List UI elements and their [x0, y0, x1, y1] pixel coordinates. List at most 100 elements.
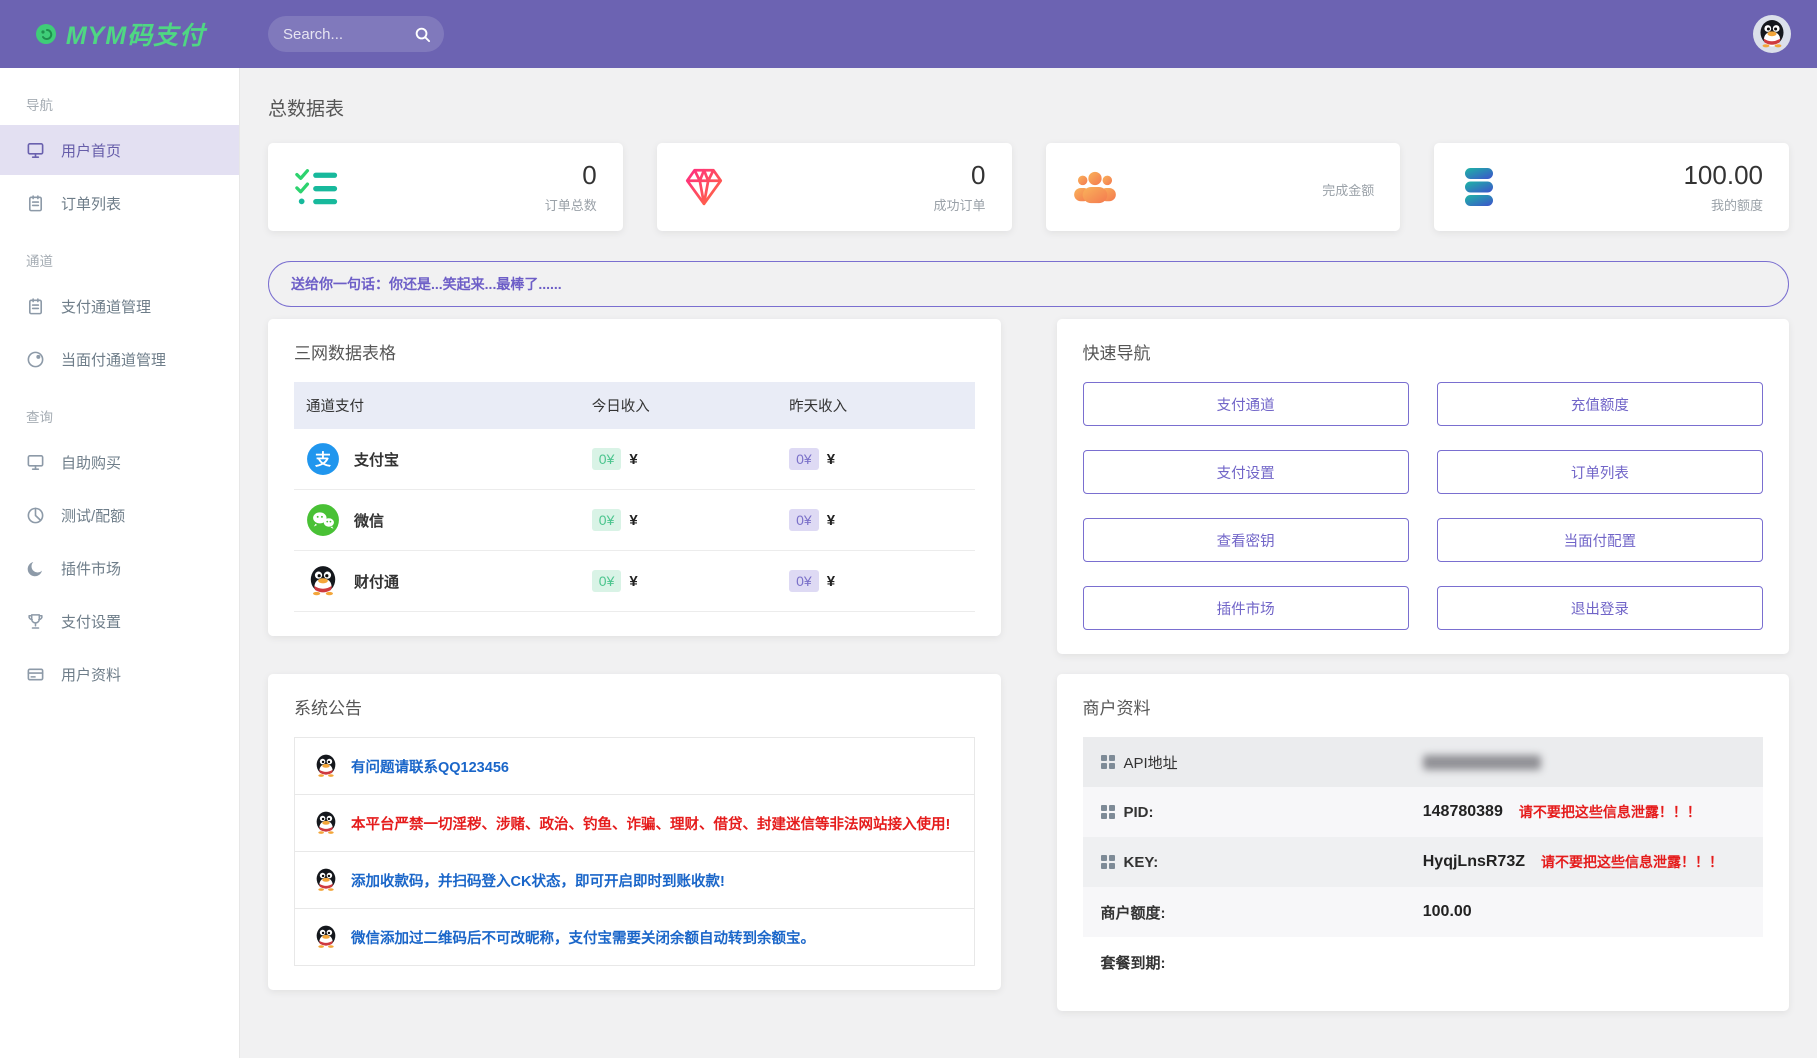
pie-chart-icon: [27, 507, 44, 523]
merchant-label: 套餐到期:: [1100, 954, 1166, 972]
sidebar-item-label: 支付设置: [61, 613, 122, 631]
quick-nav-f2f-config-button[interactable]: 当面付配置: [1436, 518, 1763, 562]
currency-symbol: ¥: [629, 451, 638, 468]
channel-name: 财付通: [354, 573, 400, 591]
stat-card-success-orders: 0 成功订单: [656, 143, 1012, 231]
sidebar-item-user-profile[interactable]: 用户资料: [0, 649, 239, 699]
announcement-list: 有问题请联系QQ123456 本平台严禁一切淫秽、涉赌、政治、钓鱼、诈骗、理财、…: [294, 737, 975, 966]
merchant-label: PID:: [1123, 803, 1154, 821]
search-box[interactable]: [268, 16, 444, 52]
yesterday-income-badge: 0¥: [789, 509, 819, 531]
stat-label: 完成金额: [1322, 182, 1375, 198]
quick-nav-pay-settings-button[interactable]: 支付设置: [1082, 450, 1409, 494]
sidebar-item-label: 支付通道管理: [61, 298, 152, 316]
merchant-label: KEY:: [1123, 853, 1159, 871]
stat-label: 订单总数: [544, 198, 597, 213]
sidebar-item-label: 当面付通道管理: [61, 351, 167, 369]
trophy-icon: [28, 613, 43, 629]
quick-nav-recharge-quota-button[interactable]: 充值额度: [1436, 382, 1763, 426]
sidebar-item-label: 用户首页: [61, 142, 122, 160]
channel-table: 通道支付 今日收入 昨天收入 支 支付宝 0¥ ¥: [294, 382, 975, 612]
stat-label: 成功订单: [933, 198, 986, 213]
sidebar-item-label: 测试/配额: [61, 507, 126, 525]
yesterday-income-badge: 0¥: [789, 448, 819, 470]
content-columns: 三网数据表格 通道支付 今日收入 昨天收入 支: [268, 319, 1789, 1011]
search-input[interactable]: [281, 24, 414, 44]
sidebar-item-label: 用户资料: [61, 666, 122, 684]
quick-nav-pay-channel-button[interactable]: 支付通道: [1082, 382, 1409, 426]
search-icon[interactable]: [414, 26, 431, 43]
merchant-key-value: HyqjLnsR73Z: [1422, 853, 1525, 870]
announcement-item-contact-qq[interactable]: 有问题请联系QQ123456: [295, 738, 974, 795]
currency-symbol: ¥: [629, 573, 638, 590]
panel-title: 三网数据表格: [294, 344, 396, 363]
credit-card-icon: [27, 667, 44, 681]
merchant-row-pid: PID: 148780389 请不要把这些信息泄露！！！: [1082, 787, 1763, 837]
notice-text: 送给你一句话：你还是...笑起来...最棒了......: [291, 276, 562, 292]
notice-banner: 送给你一句话：你还是...笑起来...最棒了......: [268, 261, 1789, 307]
checklist-icon: [295, 169, 338, 205]
quick-nav-grid: 支付通道 充值额度 支付设置 订单列表 查看密钥 当面付配置 插件市场 退出登录: [1082, 382, 1763, 630]
stat-value: 100.00: [1683, 160, 1763, 190]
merchant-info-panel: 商户资料 API地址 PID: 148780389: [1056, 674, 1789, 1011]
lifering-icon: [27, 351, 44, 367]
stat-value: 0: [582, 160, 597, 190]
qq-penguin-icon: [316, 925, 336, 948]
sidebar: 导航 用户首页 订单列表 通道 支付通道管理 当面付通道管理 查询 自助购买 测…: [0, 68, 240, 1058]
green-coin-icon: [35, 24, 56, 44]
monitor-icon: [27, 142, 44, 158]
announcement-item-wechat-nickname[interactable]: 微信添加过二维码后不可改昵称，支付宝需要关闭余额自动转到余额宝。: [295, 909, 974, 965]
diamond-icon: [685, 168, 722, 206]
yesterday-income-badge: 0¥: [789, 570, 819, 592]
announcement-item-prohibited[interactable]: 本平台严禁一切淫秽、涉赌、政治、钓鱼、诈骗、理财、借贷、封建迷信等非法网站接入使…: [295, 795, 974, 852]
sidebar-item-pay-channel-mgmt[interactable]: 支付通道管理: [0, 281, 239, 331]
channel-name: 支付宝: [354, 451, 400, 469]
quick-nav-order-list-button[interactable]: 订单列表: [1436, 450, 1763, 494]
column-header: 昨天收入: [777, 382, 975, 429]
table-header-row: 通道支付 今日收入 昨天收入: [294, 382, 975, 429]
quick-nav-logout-button[interactable]: 退出登录: [1436, 586, 1763, 630]
sidebar-item-order-list[interactable]: 订单列表: [0, 178, 239, 228]
merchant-row-quota: 商户额度: 100.00: [1082, 887, 1763, 937]
sidebar-item-user-home[interactable]: 用户首页: [0, 125, 239, 175]
sidebar-item-self-purchase[interactable]: 自助购买: [0, 437, 239, 487]
currency-symbol: ¥: [826, 451, 836, 468]
users-icon: [1073, 171, 1116, 204]
sidebar-item-pay-settings[interactable]: 支付设置: [0, 596, 239, 646]
brand-title: MYM码支付: [65, 22, 206, 50]
table-row-wechat: 微信 0¥ ¥ 0¥ ¥: [294, 489, 975, 551]
stat-card-completed-amount: 完成金额: [1045, 143, 1401, 231]
merchant-quota-value: 100.00: [1422, 903, 1472, 920]
page-title: 总数据表: [268, 99, 345, 120]
quick-nav-panel: 快速导航 支付通道 充值额度 支付设置 订单列表 查看密钥 当面付配置 插件市场…: [1056, 319, 1789, 654]
user-avatar[interactable]: [1753, 15, 1791, 53]
grid-icon: [1100, 755, 1115, 769]
brand-logo[interactable]: MYM码支付: [0, 16, 240, 52]
merchant-row-key: KEY: HyqjLnsR73Z 请不要把这些信息泄露！！！: [1082, 837, 1763, 887]
today-income-badge: 0¥: [591, 509, 622, 531]
qq-penguin-icon: [316, 754, 336, 777]
currency-symbol: ¥: [826, 573, 836, 590]
qq-penguin-icon: [316, 868, 336, 891]
quick-nav-view-key-button[interactable]: 查看密钥: [1082, 518, 1409, 562]
top-navbar: MYM码支付: [0, 0, 1817, 68]
alipay-icon: 支: [307, 443, 339, 475]
panel-title: 商户资料: [1082, 699, 1151, 718]
sidebar-item-test-quota[interactable]: 测试/配额: [0, 490, 239, 540]
merchant-info-list: API地址 PID: 148780389 请不要把这些信息泄露！！！: [1082, 737, 1764, 987]
announcement-item-add-qrcode[interactable]: 添加收款码，并扫码登入CK状态，即可开启即时到账收款!: [295, 852, 974, 909]
currency-symbol: ¥: [629, 512, 638, 529]
announcement-text: 添加收款码，并扫码登入CK状态，即可开启即时到账收款!: [351, 873, 725, 890]
svg-text:支: 支: [314, 450, 331, 469]
sidebar-item-label: 自助购买: [61, 454, 122, 472]
sidebar-item-f2f-channel-mgmt[interactable]: 当面付通道管理: [0, 334, 239, 384]
sidebar-section-query: 查询: [26, 410, 53, 425]
sidebar-item-plugin-market[interactable]: 插件市场: [0, 543, 239, 593]
wechat-icon: [307, 504, 339, 536]
announcement-text: 本平台严禁一切淫秽、涉赌、政治、钓鱼、诈骗、理财、借贷、封建迷信等非法网站接入使…: [351, 816, 951, 833]
database-icon: [1465, 168, 1494, 206]
stat-card-total-orders: 0 订单总数: [268, 143, 623, 231]
quick-nav-plugin-market-button[interactable]: 插件市场: [1082, 586, 1409, 630]
stat-cards: 0 订单总数 0 成功订单 完成金额: [268, 143, 1789, 231]
merchant-row-package-expiry: 套餐到期:: [1083, 937, 1764, 987]
